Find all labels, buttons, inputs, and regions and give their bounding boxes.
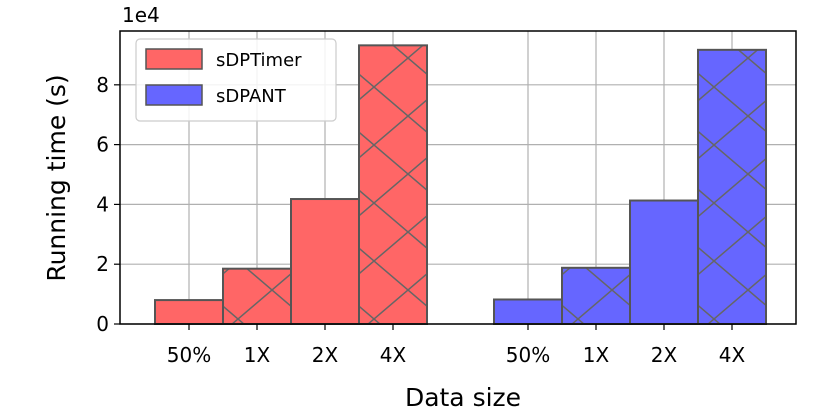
legend: sDPTimer sDPANT: [135, 38, 337, 122]
y-tick-label: 6: [96, 133, 109, 157]
x-tick-label: 4X: [719, 343, 746, 367]
y-tick-label: 8: [96, 73, 109, 97]
y-multiplier-label: 1e4: [122, 3, 160, 27]
legend-label: sDPANT: [216, 86, 287, 107]
x-tick-label: 50%: [167, 343, 211, 367]
bar-sDPTimer-2X: [291, 199, 359, 324]
x-tick-label: 50%: [506, 343, 550, 367]
bar-hatch: [359, 45, 427, 325]
plot-frame: [119, 30, 797, 325]
legend-swatch: [145, 84, 203, 106]
x-tick-label: 2X: [312, 343, 339, 367]
x-tick-label: 1X: [244, 343, 271, 367]
bar-sDPANT-2X: [630, 200, 698, 324]
bar-hatch: [562, 267, 630, 324]
x-tick-label: 2X: [651, 343, 678, 367]
bar-sDPANT-50%: [494, 299, 562, 324]
legend-label: sDPTimer: [216, 50, 302, 71]
legend-swatch: [145, 48, 203, 70]
x-axis-title: Data size: [405, 383, 521, 412]
y-tick-label: 0: [96, 312, 109, 336]
bar-hatch: [223, 268, 291, 324]
y-tick-label: 4: [96, 192, 109, 216]
bar-hatch: [698, 49, 766, 324]
x-tick-label: 1X: [583, 343, 610, 367]
y-tick-label: 2: [96, 252, 109, 276]
x-tick-label: 4X: [380, 343, 407, 367]
y-axis-title: Running time (s): [42, 74, 71, 281]
axis-ticks: 0 2 4 6 8 50% 1X 2X 4X 50% 1X 2X 4X: [96, 73, 745, 367]
bar-sDPTimer-50%: [155, 300, 223, 324]
bars: [154, 44, 767, 326]
